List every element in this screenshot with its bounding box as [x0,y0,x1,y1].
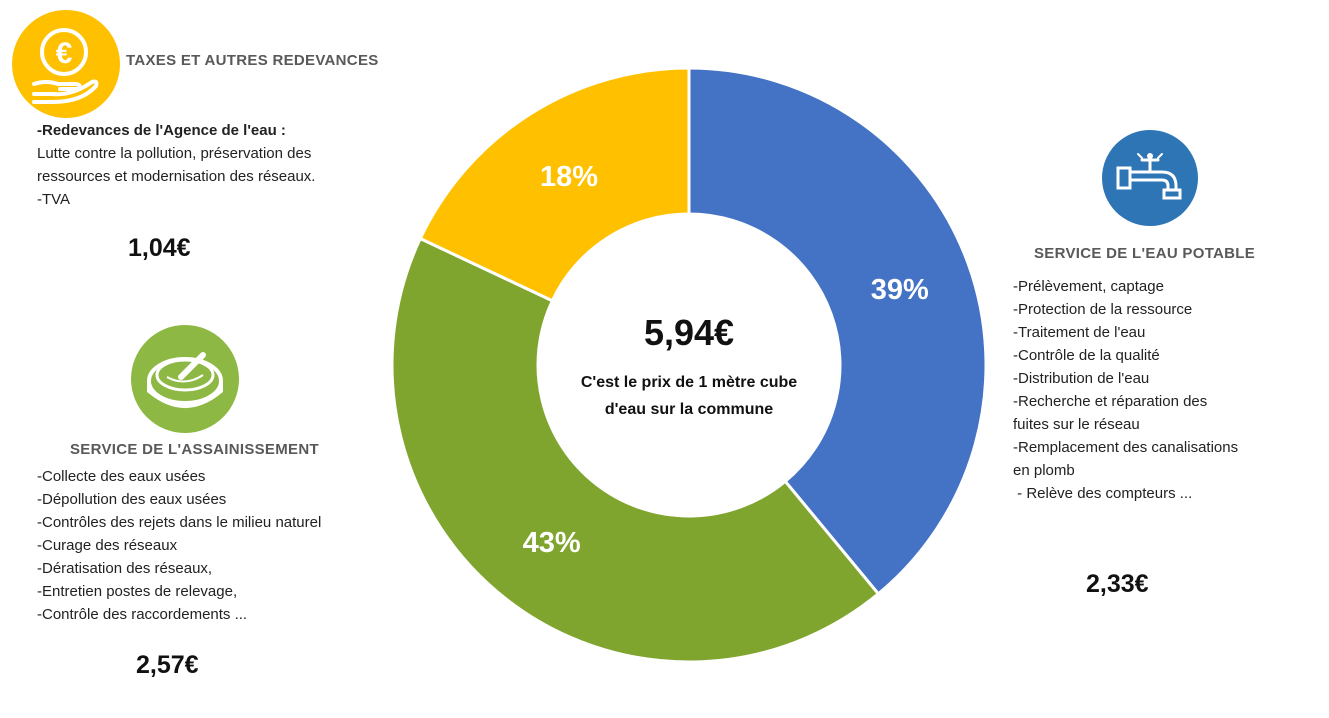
eau-potable-line: fuites sur le réseau [1013,416,1140,433]
eau-potable-heading: SERVICE DE L'EAU POTABLE [1034,245,1256,262]
assainissement-line: -Dépollution des eaux usées [37,491,227,508]
eau-potable-line: -Recherche et réparation des [1013,393,1208,410]
eau-potable-line: - Relève des compteurs ... [1013,485,1193,502]
assainissement-heading: SERVICE DE L'ASSAINISSEMENT [70,441,319,458]
assainissement-line: -Contrôle des raccordements ... [37,606,248,623]
taxes-amount: 1,04€ [128,234,191,262]
label-taxes-pct: 18% [540,161,598,193]
assainissement-line: -Collecte des eaux usées [37,468,206,485]
center-caption-line1: C'est le prix de 1 mètre cube [581,374,797,391]
donut-hole [538,214,840,516]
eau-potable-line: -Protection de la ressource [1013,301,1193,318]
water-tap-icon [1102,130,1198,226]
assainissement-amount: 2,57€ [136,651,199,679]
eau-potable-line: -Contrôle de la qualité [1013,347,1160,364]
eau-potable-description: -Prélèvement, captage -Protection de la … [1013,275,1238,505]
taxes-description: -Redevances de l'Agence de l'eau : Lutte… [37,119,315,211]
taxes-heading: TAXES ET AUTRES REDEVANCES [126,52,379,69]
eau-potable-line: en plomb [1013,462,1075,479]
label-eau-potable-pct: 39% [871,274,929,306]
total-price: 5,94€ [644,312,734,353]
assainissement-line: -Curage des réseaux [37,537,178,554]
center-caption-line2: d'eau sur la commune [605,401,773,418]
taxes-line: Lutte contre la pollution, préservation … [37,145,312,162]
eau-potable-amount: 2,33€ [1086,570,1149,598]
eau-potable-line: -Traitement de l'eau [1013,324,1146,341]
euro-coin-hand-icon: € [12,10,120,118]
eau-potable-line: -Prélèvement, captage [1013,278,1164,295]
assainissement-description: -Collecte des eaux usées -Dépollution de… [37,465,321,626]
eau-potable-line: -Remplacement des canalisations [1013,439,1239,456]
assainissement-line: -Entretien postes de relevage, [37,583,238,600]
assainissement-line: -Dératisation des réseaux, [37,560,213,577]
svg-text:€: € [56,37,73,70]
label-assainissement-pct: 43% [523,527,581,559]
assainissement-line: -Contrôles des rejets dans le milieu nat… [37,514,322,531]
taxes-line: -TVA [37,191,71,208]
eau-potable-line: -Distribution de l'eau [1013,370,1150,387]
taxes-line: ressources et modernisation des réseaux. [37,168,316,185]
slice-assainissement [390,236,881,664]
taxes-subheading: -Redevances de l'Agence de l'eau : [37,122,286,139]
manhole-cover-icon [131,325,239,433]
